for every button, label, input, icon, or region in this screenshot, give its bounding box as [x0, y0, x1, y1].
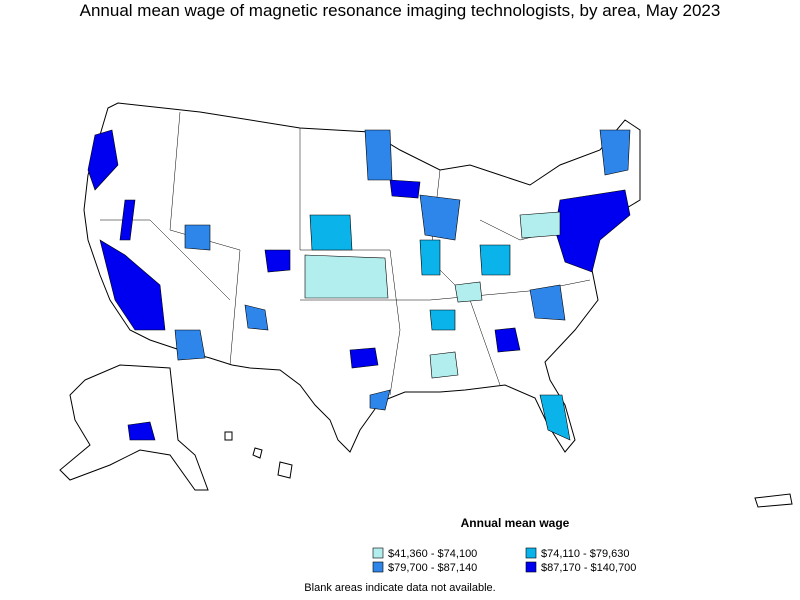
area	[389, 179, 421, 199]
area	[479, 244, 511, 276]
legend-label: $41,360 - $74,100	[388, 548, 477, 560]
legend-label: $79,700 - $87,140	[388, 562, 477, 574]
area	[554, 189, 631, 273]
legend-swatch	[525, 561, 537, 573]
area	[419, 194, 461, 241]
area	[99, 239, 166, 331]
area	[244, 304, 269, 331]
area	[264, 249, 291, 273]
legend-title: Annual mean wage	[461, 516, 570, 530]
legend-swatch	[525, 547, 537, 559]
area	[119, 199, 136, 241]
base-map	[59, 102, 793, 508]
state-line	[300, 279, 591, 301]
area	[349, 347, 379, 369]
state-line	[100, 219, 231, 301]
legend: $41,360 - $74,100 $74,110 - $79,630 $79,70…	[372, 547, 636, 574]
hawaii-1	[224, 431, 233, 441]
area	[494, 327, 521, 353]
legend-label: $87,170 - $140,700	[541, 562, 636, 574]
map-title: Annual mean wage of magnetic resonance i…	[80, 1, 721, 20]
area	[529, 284, 566, 321]
footnote: Blank areas indicate data not available.	[304, 582, 495, 594]
areas	[87, 129, 631, 441]
hawaii-2	[252, 447, 263, 459]
area	[304, 254, 389, 299]
area	[519, 211, 561, 239]
area	[454, 281, 483, 303]
area	[539, 394, 571, 441]
area	[429, 309, 456, 331]
area	[309, 214, 353, 251]
area	[429, 351, 459, 379]
area	[87, 129, 119, 191]
area	[419, 239, 441, 276]
state-line	[299, 128, 401, 396]
legend-swatch	[372, 547, 384, 559]
area	[369, 389, 391, 411]
puerto-rico	[754, 493, 793, 508]
area	[599, 129, 631, 176]
legend-swatch	[372, 561, 384, 573]
legend-label: $74,110 - $79,630	[541, 548, 629, 560]
hawaii-3	[277, 461, 293, 479]
area	[184, 224, 211, 251]
area	[127, 421, 156, 441]
area	[364, 129, 393, 181]
area	[174, 329, 206, 361]
